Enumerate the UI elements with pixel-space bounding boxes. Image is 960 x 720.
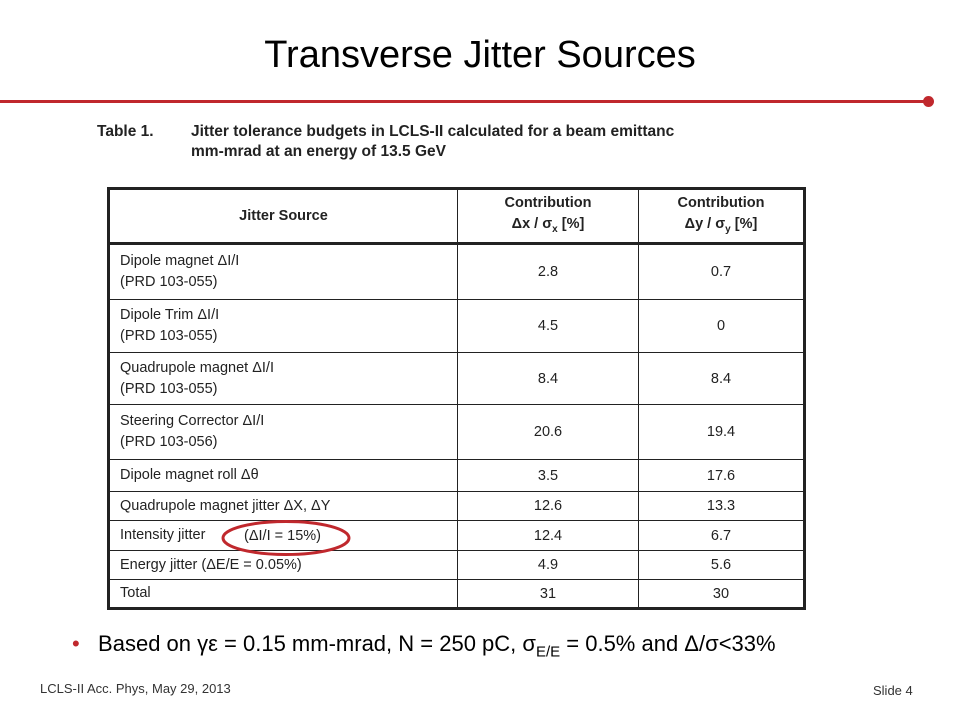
table-row: Intensity jitter 12.4 6.7 xyxy=(108,520,805,551)
source-text: Quadrupole magnet jitter ΔX, ΔY xyxy=(120,497,331,514)
header-text: [%] xyxy=(557,215,585,232)
header-text: [%] xyxy=(730,215,758,232)
header-subscript: x xyxy=(552,223,558,235)
header-cell: Jitter Source xyxy=(108,188,458,245)
source-text: (PRD 103-055) xyxy=(120,328,218,344)
highlight-ellipse xyxy=(221,520,351,556)
table-row: Steering Corrector ΔI/I (PRD 103-056) 20.6… xyxy=(108,404,805,460)
bullet-marker: • xyxy=(72,631,99,656)
title-rule xyxy=(0,100,928,103)
value-cell: 6.7 xyxy=(638,520,805,551)
header-text: Jitter Source xyxy=(239,207,328,224)
table-row: Quadrupole magnet jitter ΔX, ΔY 12.6 13.3 xyxy=(108,491,805,521)
source-cell: Steering Corrector ΔI/I (PRD 103-056) xyxy=(108,404,458,460)
header-text: Contribution xyxy=(504,194,592,211)
source-text: (PRD 103-056) xyxy=(120,434,218,450)
value-cell: 20.6 xyxy=(457,404,639,460)
header-row: Jitter Source Contribution Δx / σx [%] Cont… xyxy=(108,188,805,245)
source-text: Energy jitter (ΔE/E = 0.05%) xyxy=(120,556,302,573)
bullet-text: = 0.5% and Δ/σ<33% xyxy=(560,631,776,656)
source-text: (PRD 103-055) xyxy=(120,274,218,290)
caption-line: Table 1. Jitter tolerance budgets in LCLS… xyxy=(97,122,674,142)
value-cell: 13.3 xyxy=(638,491,805,521)
value-cell: 4.9 xyxy=(457,550,639,580)
value-cell: 12.4 xyxy=(457,520,639,551)
source-text: Dipole magnet ΔI/I xyxy=(120,253,240,269)
jitter-table: Jitter Source Contribution Δx / σx [%] Cont… xyxy=(107,187,806,610)
source-cell: Dipole magnet ΔI/I (PRD 103-055) xyxy=(108,243,458,300)
source-cell: Dipole Trim ΔI/I (PRD 103-055) xyxy=(108,299,458,353)
table-caption: Table 1. Jitter tolerance budgets in LCLS… xyxy=(97,122,674,162)
source-cell: Total xyxy=(108,579,458,609)
header-text: Δy / σy [%] xyxy=(639,214,803,240)
header-text: Δx / σx [%] xyxy=(458,214,638,240)
header-cell: Contribution Δy / σy [%] xyxy=(638,188,805,245)
source-text: Total xyxy=(120,585,151,601)
annotation: (ΔI/I = 15%) xyxy=(244,528,321,544)
slide-number: Slide 4 xyxy=(873,683,913,698)
source-cell: Quadrupole magnet jitter ΔX, ΔY xyxy=(108,491,458,521)
caption-text: mm-mrad at an energy of 13.5 GeV xyxy=(191,143,446,160)
table-row: Dipole magnet ΔI/I (PRD 103-055) 2.8 0.7 xyxy=(108,243,805,300)
source-text: Dipole Trim ΔI/I xyxy=(120,307,220,323)
value-cell: 4.5 xyxy=(457,299,639,353)
table-row: Dipole magnet roll Δθ 3.5 17.6 xyxy=(108,459,805,492)
footer: LCLS-II Acc. Phys, May 29, 2013 xyxy=(40,681,231,696)
source-text: Dipole magnet roll Δθ xyxy=(120,467,259,483)
table-row: Quadrupole magnet ΔI/I (PRD 103-055) 8.4 8.… xyxy=(108,352,805,405)
value-cell: 30 xyxy=(638,579,805,609)
header-subscript: y xyxy=(725,223,731,235)
bullet-text: Based on γε = 0.15 mm-mrad, N = 250 pC, … xyxy=(98,631,536,656)
table-row: Dipole Trim ΔI/I (PRD 103-055) 4.5 0 xyxy=(108,299,805,353)
header-text: Δy / σ xyxy=(684,215,726,232)
value-cell: 31 xyxy=(457,579,639,609)
source-cell: Intensity jitter xyxy=(108,520,458,551)
value-cell: 5.6 xyxy=(638,550,805,580)
table-row: Energy jitter (ΔE/E = 0.05%) 4.9 5.6 xyxy=(108,550,805,580)
source-cell: Energy jitter (ΔE/E = 0.05%) xyxy=(108,550,458,580)
source-cell: Quadrupole magnet ΔI/I (PRD 103-055) xyxy=(108,352,458,405)
header-text: Contribution xyxy=(677,194,765,211)
caption-label: Table 1. xyxy=(97,123,154,140)
value-cell: 8.4 xyxy=(457,352,639,405)
value-cell: 2.8 xyxy=(457,243,639,300)
bullet: • Based on γε = 0.15 mm-mrad, N = 250 pC… xyxy=(72,631,776,660)
table-row: Total 31 30 xyxy=(108,579,805,609)
value-cell: 3.5 xyxy=(457,459,639,492)
rule-dot xyxy=(923,96,934,107)
source-text: Quadrupole magnet ΔI/I xyxy=(120,359,274,376)
header-cell: Contribution Δx / σx [%] xyxy=(457,188,639,245)
value-cell: 8.4 xyxy=(638,352,805,405)
caption-text: Jitter tolerance budgets in LCLS-II calc… xyxy=(191,123,675,140)
value-cell: 19.4 xyxy=(638,404,805,460)
source-text: (PRD 103-055) xyxy=(120,380,218,397)
header-text: Δx / σ xyxy=(511,215,553,232)
value-cell: 12.6 xyxy=(457,491,639,521)
value-cell: 17.6 xyxy=(638,459,805,492)
bullet-subscript: E/E xyxy=(535,643,561,661)
source-text: Intensity jitter xyxy=(120,527,206,543)
value-cell: 0 xyxy=(638,299,805,353)
value-cell: 0.7 xyxy=(638,243,805,300)
slide-title: Transverse Jitter Sources xyxy=(264,34,696,76)
source-text: Steering Corrector ΔI/I xyxy=(120,413,265,429)
source-cell: Dipole magnet roll Δθ xyxy=(108,459,458,492)
